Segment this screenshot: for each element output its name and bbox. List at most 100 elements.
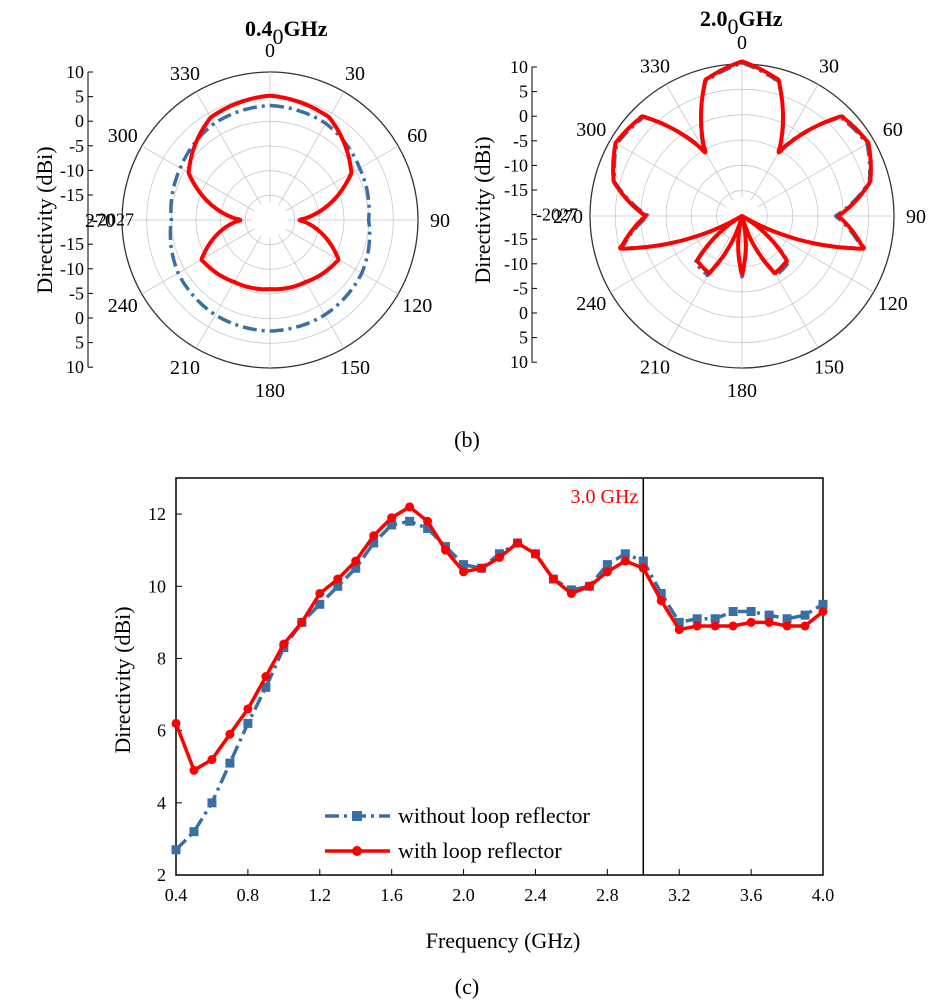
data-point-with <box>746 617 756 627</box>
data-point-without <box>189 827 199 837</box>
data-point-without <box>800 610 810 620</box>
polar1-radial-tick-label: 10 <box>66 357 84 377</box>
polar2-spoke-240 <box>610 224 727 293</box>
data-point-with <box>728 621 738 631</box>
data-point-with <box>800 621 810 631</box>
polar1-ring-1 <box>244 194 296 246</box>
data-point-with <box>207 755 217 765</box>
polar2-spoke-330 <box>665 84 734 201</box>
polar1-spoke-240 <box>141 228 255 295</box>
data-point-with <box>512 538 522 548</box>
polar1-radial-tick-label: -5 <box>69 283 84 303</box>
polar1-spoke-120 <box>285 228 399 295</box>
data-point-with <box>189 765 199 775</box>
polar1-radial-tick-label: -15 <box>60 234 84 254</box>
polar1-radial-tick-overlap: -2027 <box>92 210 134 230</box>
polar2-radial-tick-label: 10 <box>510 57 528 77</box>
data-point-with <box>261 672 271 681</box>
x-tick-label: 2.0 <box>452 885 475 905</box>
data-point-without <box>620 549 630 559</box>
polar1-radial-tick-label: 5 <box>75 87 84 107</box>
polar1-angle-label: 300 <box>108 125 138 147</box>
polar2-radial-tick-label: -5 <box>513 131 528 151</box>
y-tick-label: 12 <box>148 504 166 524</box>
data-point-with <box>225 729 235 739</box>
polar2-angle-label: 210 <box>640 357 670 379</box>
data-point-without <box>602 560 612 570</box>
series-group <box>171 502 828 855</box>
x-axis-title: Frequency (GHz) <box>426 928 581 953</box>
data-point-without <box>387 520 397 530</box>
polar2-angle-labels: 0 30 60 90 120 150 180 210 240 270 300 330 <box>553 32 926 402</box>
data-point-with <box>782 621 792 631</box>
polar2-radial-tick-label: -15 <box>504 180 528 200</box>
data-point-without <box>674 617 684 627</box>
data-point-without <box>423 524 433 534</box>
data-point-without <box>351 563 361 573</box>
polar2-angle-label: 180 <box>727 380 757 402</box>
data-point-without <box>728 607 738 617</box>
data-point-with <box>566 588 576 598</box>
y-axis-title: Directivity (dBi) <box>110 606 135 753</box>
polar1-angle-label: 210 <box>170 357 200 379</box>
polar2-radial-tick-label: 5 <box>519 82 528 102</box>
data-point-with <box>620 556 630 566</box>
data-point-with <box>459 567 469 577</box>
data-point-without <box>746 607 756 617</box>
polar2-radial-tick-label: 0 <box>519 303 528 323</box>
legend-marker-with <box>352 846 362 856</box>
polar2-angle-label: 270 <box>553 206 583 228</box>
y-tick-label: 6 <box>157 721 166 741</box>
polar2-angle-label: 90 <box>906 206 926 228</box>
polar2-radial-axis: 10 5 0 -5 -10 -15 -15 -10 -5 0 5 10 -2027 <box>504 57 578 372</box>
polar1-angle-label: 60 <box>407 125 427 147</box>
data-point-without <box>764 610 774 620</box>
polar2-spoke-60 <box>757 139 874 208</box>
x-tick-label: 1.2 <box>309 885 332 905</box>
polar1-radial-axis: 10 5 0 -5 -10 -15 -15 -10 -5 0 5 10 -2027 <box>60 62 134 377</box>
polar2-spoke-120 <box>757 224 874 293</box>
polar1-radial-tick-label: -10 <box>60 160 84 180</box>
polar2-radial-tick-label: -10 <box>504 155 528 175</box>
polar1-spoke-300 <box>141 145 255 212</box>
data-point-with <box>333 574 343 584</box>
data-point-with <box>638 563 648 573</box>
polar2-spoke-30 <box>750 84 819 201</box>
polar2-radial-tick-label: -15 <box>504 229 528 249</box>
polar1-radial-tick-label: -5 <box>69 136 84 156</box>
data-point-without <box>656 588 666 598</box>
x-tick-label: 2.4 <box>524 885 547 905</box>
data-point-with <box>351 556 361 566</box>
data-point-with <box>171 718 181 728</box>
polar2-angle-label: 330 <box>640 55 670 77</box>
y-tick-label: 10 <box>148 576 166 596</box>
series-line-without <box>174 519 824 851</box>
data-point-without <box>333 581 343 591</box>
polar2-radial-tick-label: 5 <box>519 328 528 348</box>
panel-b-label: (b) <box>454 427 480 452</box>
plot-frame <box>175 477 824 876</box>
data-point-with <box>369 531 379 541</box>
polar1-radial-axis-title: Directivity (dBi) <box>32 146 57 293</box>
polar2-angle-label: 30 <box>819 55 839 77</box>
polar1-angle-label: 30 <box>345 63 365 85</box>
polar2-radial-axis-title: Directivity (dBi) <box>470 136 495 283</box>
polar2-angle-label: 300 <box>576 119 606 141</box>
x-axis-ticks: 0.4 0.8 1.2 1.6 2.0 2.4 2.8 3.2 3.6 4.0 <box>165 869 834 905</box>
threshold-annotation: 3.0 GHz <box>571 486 639 508</box>
data-point-without <box>369 538 379 548</box>
data-point-with <box>764 617 774 627</box>
data-point-with <box>279 639 289 649</box>
polar1-radial-tick-label: 0 <box>75 111 84 131</box>
data-point-with <box>530 549 540 559</box>
y-tick-label: 8 <box>157 648 166 668</box>
data-point-with <box>441 545 451 555</box>
x-tick-label: 3.6 <box>740 885 763 905</box>
data-point-with <box>495 552 504 562</box>
polar2-series-with-loop-reflector <box>611 59 873 277</box>
data-point-with <box>297 617 307 627</box>
data-point-without <box>459 560 469 570</box>
polar2-radial-tick-label: 10 <box>510 352 528 372</box>
legend-label-without: without loop reflector <box>398 803 591 828</box>
legend-marker-without <box>352 811 362 821</box>
